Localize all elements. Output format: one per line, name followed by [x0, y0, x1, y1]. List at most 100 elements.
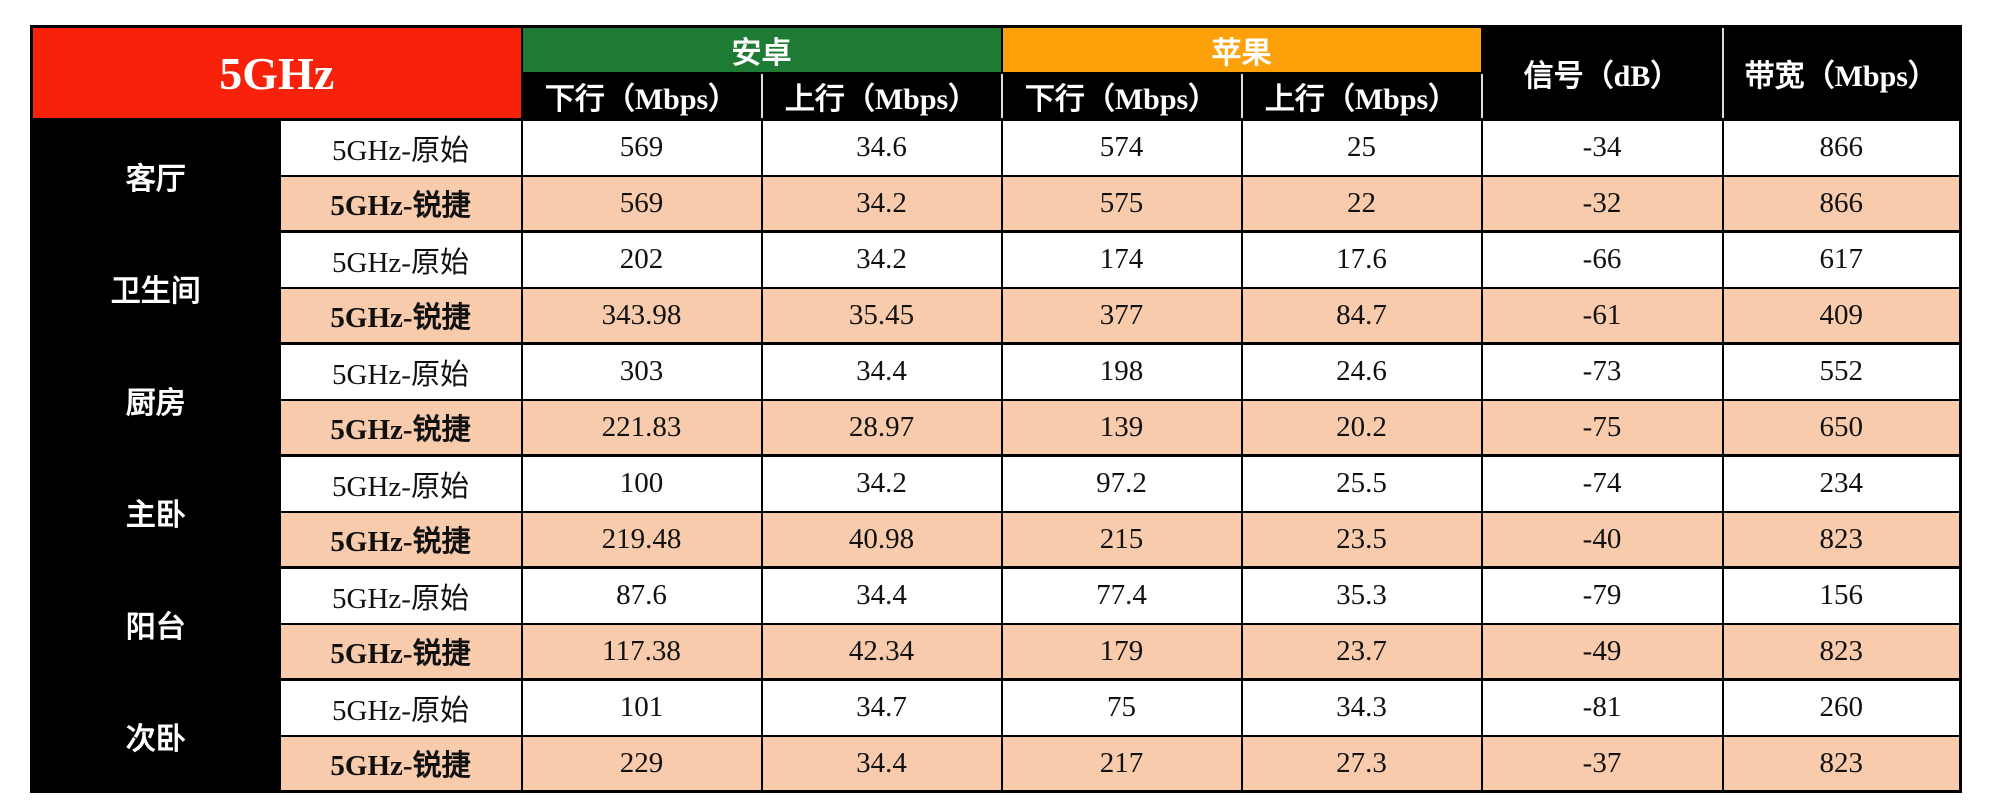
apple-uplink-value: 23.7 — [1240, 622, 1483, 681]
row-label: 5GHz-锐捷 — [278, 286, 523, 345]
bandwidth-value: 650 — [1721, 398, 1962, 457]
table-row: 5GHz-锐捷 221.83 28.97 139 20.2 -75 650 — [32, 398, 1962, 457]
android-uplink-value: 34.2 — [760, 174, 1003, 233]
signal-value: -74 — [1480, 454, 1724, 513]
apple-downlink-value: 377 — [1000, 286, 1243, 345]
band-title: 5GHz — [30, 25, 523, 121]
android-uplink-value: 28.97 — [760, 398, 1003, 457]
room-name: 卫生间 — [30, 230, 281, 345]
android-downlink-value: 303 — [520, 342, 763, 401]
apple-uplink-value: 25 — [1240, 118, 1483, 177]
room-name: 次卧 — [30, 678, 281, 793]
signal-value: -61 — [1480, 286, 1724, 345]
room-name: 厨房 — [30, 342, 281, 457]
signal-value: -73 — [1480, 342, 1724, 401]
row-label: 5GHz-原始 — [278, 230, 523, 289]
android-uplink-value: 34.4 — [760, 566, 1003, 625]
signal-value: -40 — [1480, 510, 1724, 569]
signal-value: -66 — [1480, 230, 1724, 289]
signal-value: -79 — [1480, 566, 1724, 625]
android-uplink-value: 40.98 — [760, 510, 1003, 569]
apple-downlink-value: 174 — [1000, 230, 1243, 289]
platform-header-android: 安卓 — [520, 25, 1003, 74]
android-uplink-value: 34.4 — [760, 734, 1003, 793]
table-row: 卫生间 5GHz-原始 202 34.2 174 17.6 -66 617 — [30, 230, 1962, 345]
room-name: 客厅 — [30, 118, 281, 233]
apple-downlink-value: 139 — [1000, 398, 1243, 457]
apple-downlink-value: 198 — [1000, 342, 1243, 401]
android-uplink-value: 34.7 — [760, 678, 1003, 737]
table-row: 5GHz-锐捷 219.48 40.98 215 23.5 -40 823 — [32, 510, 1962, 569]
row-label: 5GHz-锐捷 — [278, 510, 523, 569]
signal-value: -32 — [1480, 174, 1724, 233]
android-uplink-value: 34.2 — [760, 454, 1003, 513]
apple-downlink-value: 75 — [1000, 678, 1243, 737]
apple-uplink-value: 17.6 — [1240, 230, 1483, 289]
signal-value: -34 — [1480, 118, 1724, 177]
bandwidth-value: 866 — [1721, 118, 1962, 177]
row-label: 5GHz-锐捷 — [278, 398, 523, 457]
platform-header-apple: 苹果 — [1000, 25, 1483, 74]
apple-uplink-value: 22 — [1240, 174, 1483, 233]
android-uplink-value: 34.4 — [760, 342, 1003, 401]
android-downlink-value: 219.48 — [520, 510, 763, 569]
signal-column-header: 信号（dB） — [1480, 25, 1724, 121]
apple-downlink-value: 97.2 — [1000, 454, 1243, 513]
apple-uplink-value: 35.3 — [1240, 566, 1483, 625]
apple-downlink-value: 574 — [1000, 118, 1243, 177]
subheader-apple-downlink: 下行（Mbps） — [1000, 72, 1243, 121]
bandwidth-column-header: 带宽（Mbps） — [1721, 25, 1963, 121]
subheader-android-downlink: 下行（Mbps） — [520, 72, 763, 121]
table-row: 5GHz-锐捷 569 34.2 575 22 -32 866 — [32, 174, 1962, 233]
bandwidth-value: 823 — [1721, 622, 1962, 681]
android-downlink-value: 100 — [520, 454, 763, 513]
row-label: 5GHz-原始 — [278, 678, 523, 737]
table-row: 5GHz-锐捷 343.98 35.45 377 84.7 -61 409 — [32, 286, 1962, 345]
android-downlink-value: 229 — [520, 734, 763, 793]
signal-value: -49 — [1480, 622, 1724, 681]
android-uplink-value: 34.6 — [760, 118, 1003, 177]
bandwidth-value: 617 — [1721, 230, 1962, 289]
table-row: 厨房 5GHz-原始 303 34.4 198 24.6 -73 552 — [30, 342, 1962, 457]
wifi-speed-report: 5GHz 安卓 苹果 信号（dB） 带宽（Mbps） 下行（Mbps） 上行（M… — [30, 25, 1963, 793]
apple-uplink-value: 34.3 — [1240, 678, 1483, 737]
room-name: 主卧 — [30, 454, 281, 569]
row-label: 5GHz-锐捷 — [278, 622, 523, 681]
table-row: 阳台 5GHz-原始 87.6 34.4 77.4 35.3 -79 156 — [30, 566, 1962, 681]
apple-downlink-value: 215 — [1000, 510, 1243, 569]
row-label: 5GHz-原始 — [278, 566, 523, 625]
table-body: 客厅 5GHz-原始 569 34.6 574 25 -34 866 5GHz-锐捷 569 34.… — [30, 118, 1962, 793]
android-downlink-value: 221.83 — [520, 398, 763, 457]
bandwidth-value: 156 — [1721, 566, 1962, 625]
table-row: 客厅 5GHz-原始 569 34.6 574 25 -34 866 — [30, 118, 1962, 233]
row-label: 5GHz-锐捷 — [278, 734, 523, 793]
apple-uplink-value: 27.3 — [1240, 734, 1483, 793]
table-row: 5GHz-锐捷 117.38 42.34 179 23.7 -49 823 — [32, 622, 1962, 681]
android-downlink-value: 569 — [520, 174, 763, 233]
bandwidth-value: 823 — [1721, 510, 1962, 569]
subheader-apple-uplink: 上行（Mbps） — [1240, 72, 1483, 121]
apple-downlink-value: 179 — [1000, 622, 1243, 681]
apple-uplink-value: 25.5 — [1240, 454, 1483, 513]
table-row: 次卧 5GHz-原始 101 34.7 75 34.3 -81 260 — [30, 678, 1962, 793]
signal-value: -37 — [1480, 734, 1724, 793]
android-uplink-value: 35.45 — [760, 286, 1003, 345]
apple-downlink-value: 217 — [1000, 734, 1243, 793]
apple-uplink-value: 20.2 — [1240, 398, 1483, 457]
apple-downlink-value: 77.4 — [1000, 566, 1243, 625]
bandwidth-value: 552 — [1721, 342, 1962, 401]
row-label: 5GHz-原始 — [278, 342, 523, 401]
room-name: 阳台 — [30, 566, 281, 681]
subheader-android-uplink: 上行（Mbps） — [760, 72, 1003, 121]
signal-value: -81 — [1480, 678, 1724, 737]
bandwidth-value: 260 — [1721, 678, 1962, 737]
apple-uplink-value: 23.5 — [1240, 510, 1483, 569]
bandwidth-value: 866 — [1721, 174, 1962, 233]
android-downlink-value: 343.98 — [520, 286, 763, 345]
apple-downlink-value: 575 — [1000, 174, 1243, 233]
android-downlink-value: 202 — [520, 230, 763, 289]
apple-uplink-value: 84.7 — [1240, 286, 1483, 345]
table-row: 主卧 5GHz-原始 100 34.2 97.2 25.5 -74 234 — [30, 454, 1962, 569]
row-label: 5GHz-锐捷 — [278, 174, 523, 233]
android-uplink-value: 34.2 — [760, 230, 1003, 289]
